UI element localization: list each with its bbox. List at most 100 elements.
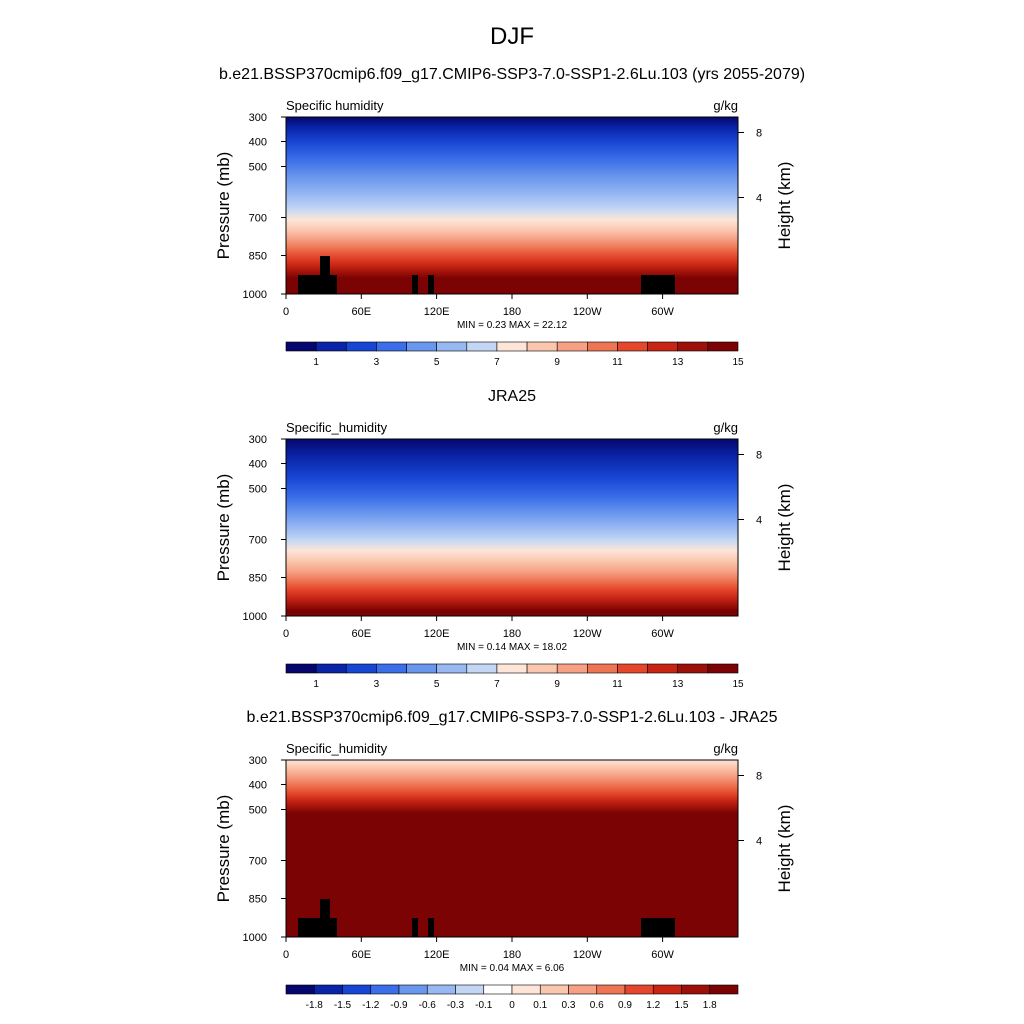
y-tick-label: 400 — [249, 137, 267, 149]
y-tick-label: 300 — [249, 112, 267, 124]
colorbar-label: 1.5 — [675, 1000, 689, 1011]
y-axis-title: Pressure (mb) — [214, 474, 233, 582]
y-tick-label: 850 — [249, 573, 267, 585]
colorbar-box — [526, 663, 558, 674]
colorbar-label: 1 — [313, 679, 319, 690]
variable-label: Specific_humidity — [286, 741, 388, 756]
units-label: g/kg — [713, 741, 738, 756]
colorbar-box — [398, 984, 428, 995]
y2-axis-title: Height (km) — [775, 162, 794, 250]
y2-tick-label: 4 — [756, 193, 762, 205]
chart-panel-3: b.e21.BSSP370cmip6.f09_g17.CMIP6-SSP3-7.… — [214, 709, 794, 1011]
colorbar-box — [406, 341, 437, 352]
colorbar-box — [315, 341, 347, 352]
x-tick-label: 120W — [573, 949, 602, 961]
colorbar-box — [496, 341, 528, 352]
y2-tick-label: 4 — [756, 836, 762, 848]
x-tick-label: 60E — [352, 628, 372, 640]
colorbar-box — [707, 341, 739, 352]
x-tick-label: 60E — [352, 306, 372, 318]
land-mask-block — [641, 918, 675, 937]
colorbar-box — [285, 341, 317, 352]
contour-field — [286, 117, 738, 294]
chart-title: JRA25 — [488, 388, 536, 405]
colorbar-box — [709, 984, 739, 995]
land-mask-block — [320, 256, 330, 294]
y-axis-title: Pressure (mb) — [214, 152, 233, 260]
colorbar-box — [677, 341, 709, 352]
colorbar-label: 15 — [732, 357, 744, 368]
colorbar-label: 5 — [434, 679, 440, 690]
land-mask-block — [412, 275, 418, 294]
colorbar-box — [376, 341, 407, 352]
colorbar-box — [707, 663, 739, 674]
y2-tick-label: 8 — [756, 771, 762, 783]
colorbar-box — [681, 984, 711, 995]
colorbar-box — [285, 984, 315, 995]
colorbar-box — [455, 984, 485, 995]
colorbar-label: 3 — [374, 357, 380, 368]
x-tick-label: 60E — [352, 949, 372, 961]
y-tick-label: 700 — [249, 535, 267, 547]
colorbar-label: -0.1 — [475, 1000, 493, 1011]
colorbar-label: 7 — [494, 679, 500, 690]
land-mask-block — [428, 918, 434, 937]
colorbar-box — [466, 663, 498, 674]
y-tick-label: 500 — [249, 162, 267, 174]
colorbar-label: 5 — [434, 357, 440, 368]
colorbar-box — [376, 663, 407, 674]
colorbar-label: 0.9 — [618, 1000, 632, 1011]
colorbar-label: 0.1 — [533, 1000, 547, 1011]
colorbar-box — [483, 984, 513, 995]
colorbar-box — [539, 984, 569, 995]
colorbar-box — [526, 341, 558, 352]
colorbar-box — [436, 663, 468, 674]
colorbar-box — [345, 341, 377, 352]
colorbar-box — [342, 984, 372, 995]
y-tick-label: 300 — [249, 434, 267, 446]
y-tick-label: 400 — [249, 459, 267, 471]
land-mask-block — [412, 918, 418, 937]
land-mask-block — [428, 275, 434, 294]
x-tick-label: 0 — [283, 628, 289, 640]
y-tick-label: 850 — [249, 251, 267, 263]
colorbar-label: 13 — [672, 357, 684, 368]
colorbar-label: 1.8 — [703, 1000, 717, 1011]
land-mask-block — [298, 275, 337, 294]
chart-panel-2: JRA25 Specific_humidity g/kg 0 60E 120E 180 120… — [214, 388, 794, 690]
land-mask-block — [298, 918, 337, 937]
y-tick-label: 850 — [249, 894, 267, 906]
colorbar-label: 11 — [612, 679, 623, 690]
colorbar-label: -1.5 — [334, 1000, 352, 1011]
colorbar-label: -0.6 — [419, 1000, 437, 1011]
chart-title: b.e21.BSSP370cmip6.f09_g17.CMIP6-SSP3-7.… — [219, 66, 805, 83]
colorbar-label: -0.9 — [390, 1000, 408, 1011]
x-tick-label: 120E — [424, 306, 450, 318]
contour-field — [286, 760, 738, 937]
chart-title: b.e21.BSSP370cmip6.f09_g17.CMIP6-SSP3-7.… — [247, 709, 778, 726]
x-tick-label: 60W — [651, 949, 674, 961]
y2-axis-title: Height (km) — [775, 805, 794, 893]
stats-label: MIN = 0.23 MAX = 22.12 — [457, 320, 567, 331]
x-tick-label: 120E — [424, 628, 450, 640]
x-tick-label: 120E — [424, 949, 450, 961]
y-tick-label: 700 — [249, 213, 267, 225]
stats-label: MIN = 0.04 MAX = 6.06 — [460, 963, 565, 974]
colorbar-label: -0.3 — [447, 1000, 465, 1011]
x-tick-label: 180 — [503, 949, 521, 961]
colorbar-label: -1.2 — [362, 1000, 380, 1011]
colorbar-box — [511, 984, 541, 995]
colorbar-label: 0 — [509, 1000, 515, 1011]
colorbar-box — [315, 663, 347, 674]
x-tick-label: 180 — [503, 306, 521, 318]
colorbar-box — [617, 341, 648, 352]
x-tick-label: 0 — [283, 949, 289, 961]
variable-label: Specific_humidity — [286, 420, 388, 435]
y2-tick-label: 8 — [756, 450, 762, 462]
colorbar-box — [652, 984, 682, 995]
contour-field — [286, 439, 738, 616]
colorbar-label: 3 — [374, 679, 380, 690]
colorbar-box — [587, 341, 618, 352]
colorbar-box — [466, 341, 498, 352]
colorbar-box — [345, 663, 377, 674]
